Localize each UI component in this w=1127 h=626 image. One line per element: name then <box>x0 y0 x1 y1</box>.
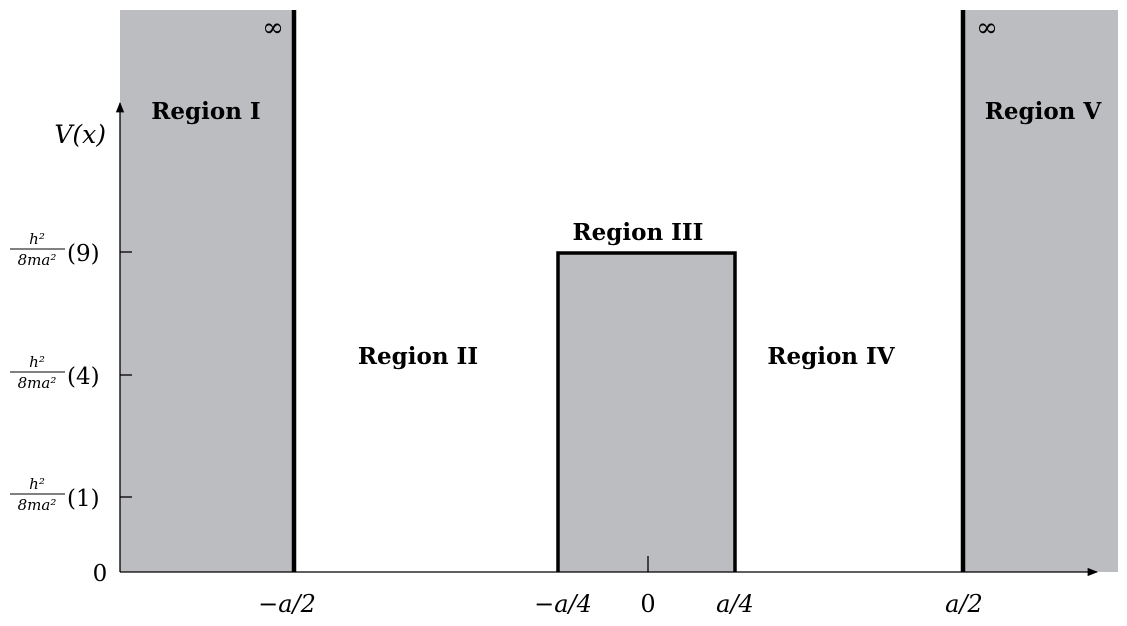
region-iv-label: Region IV <box>767 343 895 370</box>
region-iii-barrier <box>558 253 735 572</box>
region-i-barrier <box>120 10 293 572</box>
infinity-left: ∞ <box>262 13 284 43</box>
y-tick-label-4: h² 8ma² (4) <box>10 353 100 392</box>
x-tick-neg-a-quarter: −a/4 <box>534 590 592 618</box>
y-tick-9-numerator: h² <box>29 230 45 248</box>
y-tick-9-factor: (9) <box>67 241 100 267</box>
y-tick-4-denominator: 8ma² <box>18 374 57 392</box>
region-i-label: Region I <box>151 98 260 125</box>
x-tick-neg-a-half: −a/2 <box>258 590 316 618</box>
central-barrier-outline <box>556 251 737 572</box>
x-tick-a-half: a/2 <box>945 590 983 618</box>
y-tick-label-1: h² 8ma² (1) <box>10 475 100 514</box>
region-v-label: Region V <box>985 98 1103 125</box>
y-origin-label: 0 <box>93 561 108 587</box>
region-ii-label: Region II <box>358 343 478 370</box>
y-tick-1-denominator: 8ma² <box>18 496 57 514</box>
region-v-barrier <box>964 10 1118 572</box>
y-tick-1-numerator: h² <box>29 475 45 493</box>
y-tick-4-factor: (4) <box>67 364 100 390</box>
y-tick-4-numerator: h² <box>29 353 45 371</box>
y-axis-label: V(x) <box>54 120 106 149</box>
y-tick-label-9: h² 8ma² (9) <box>10 230 100 269</box>
y-tick-9-denominator: 8ma² <box>18 251 57 269</box>
x-tick-zero-label: 0 <box>640 590 655 618</box>
x-tick-a-quarter: a/4 <box>716 590 754 618</box>
y-tick-1-factor: (1) <box>67 486 100 512</box>
region-iii-label: Region III <box>573 219 704 246</box>
infinity-right: ∞ <box>976 13 998 43</box>
